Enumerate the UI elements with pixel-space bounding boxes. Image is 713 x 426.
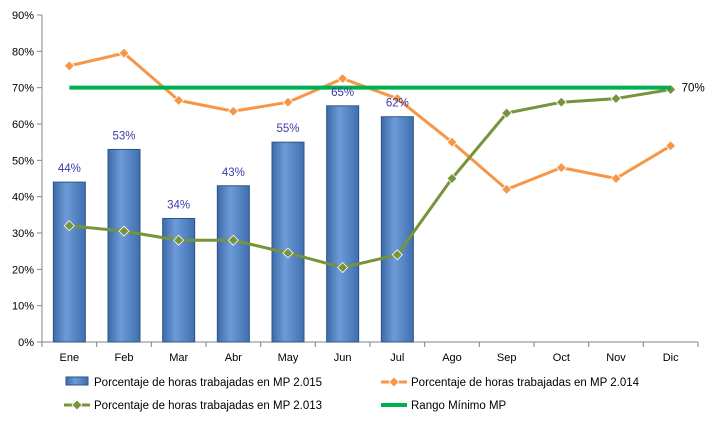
legend-swatch-marker bbox=[71, 399, 83, 411]
diamond-marker bbox=[227, 105, 239, 117]
line-end-label: 70% bbox=[682, 83, 705, 95]
diamond-marker bbox=[446, 172, 458, 185]
diamond-marker bbox=[610, 172, 622, 185]
diamond-marker bbox=[446, 136, 458, 148]
bar-data-label: 62% bbox=[386, 98, 409, 110]
bar bbox=[326, 105, 360, 343]
x-tick-label: Ene bbox=[60, 352, 80, 364]
y-tick-label: 60% bbox=[12, 119, 34, 131]
y-tick-label: 90% bbox=[12, 10, 34, 22]
bar-data-label: 44% bbox=[58, 163, 81, 175]
legend-label: Porcentaje de horas trabajadas en MP 2.0… bbox=[411, 377, 640, 389]
diamond-marker bbox=[501, 183, 513, 195]
x-tick-label: Jul bbox=[390, 352, 404, 364]
x-tick-label: Dic bbox=[663, 352, 679, 364]
bar bbox=[380, 116, 414, 343]
diamond-marker bbox=[501, 107, 513, 119]
y-tick-label: 40% bbox=[12, 192, 34, 204]
x-tick-label: Oct bbox=[553, 352, 570, 364]
legend-label: Porcentaje de horas trabajadas en MP 2.0… bbox=[94, 400, 322, 412]
legend: Porcentaje de horas trabajadas en MP 2.0… bbox=[64, 376, 640, 412]
diamond-marker bbox=[118, 225, 130, 237]
x-tick-label: Mar bbox=[169, 352, 188, 364]
y-tick-label: 30% bbox=[12, 228, 34, 240]
bar-data-label: 55% bbox=[276, 123, 299, 135]
y-tick-label: 0% bbox=[18, 337, 34, 349]
axes: 0% 10% 20% 30% 40% 50% 60% 70% 80% 90% Ene Feb Mar Ab… bbox=[12, 10, 699, 364]
diamond-marker bbox=[63, 220, 75, 232]
diamond-marker bbox=[391, 93, 403, 105]
diamond-marker bbox=[391, 249, 403, 261]
legend-swatch-marker bbox=[388, 376, 400, 388]
diamond-marker bbox=[610, 93, 622, 105]
x-tick-label: Jun bbox=[334, 352, 352, 364]
x-tick-label: Feb bbox=[115, 352, 134, 364]
x-tick-label: Abr bbox=[225, 352, 242, 364]
diamond-marker bbox=[227, 234, 239, 246]
y-tick-label: 70% bbox=[12, 83, 34, 95]
y-tick-label: 50% bbox=[12, 155, 34, 167]
bar bbox=[216, 185, 250, 343]
line-series bbox=[63, 47, 677, 274]
diamond-marker bbox=[282, 96, 294, 108]
legend-swatch-bar bbox=[65, 376, 89, 386]
bar-data-label: 53% bbox=[112, 130, 135, 142]
x-tick-label: Sep bbox=[497, 352, 517, 364]
diamond-marker bbox=[665, 140, 677, 152]
x-tick-label: Nov bbox=[606, 352, 626, 364]
x-tick-label: May bbox=[278, 352, 299, 364]
series-line bbox=[69, 88, 671, 270]
diamond-marker bbox=[282, 247, 294, 259]
y-tick-label: 20% bbox=[12, 264, 34, 276]
legend-label: Rango Mínimo MP bbox=[411, 400, 507, 412]
bar-series bbox=[52, 105, 414, 343]
bar bbox=[271, 141, 305, 343]
bar-data-label: 65% bbox=[331, 87, 354, 99]
diamond-marker bbox=[337, 261, 349, 274]
diamond-marker bbox=[63, 60, 75, 72]
diamond-marker bbox=[555, 162, 567, 174]
bar bbox=[107, 148, 141, 343]
x-tick-label: Ago bbox=[442, 352, 462, 364]
diamond-marker bbox=[173, 234, 185, 246]
bar bbox=[52, 181, 86, 343]
diamond-marker bbox=[337, 73, 349, 85]
diamond-marker bbox=[118, 47, 130, 59]
y-tick-label: 80% bbox=[12, 46, 34, 58]
diamond-marker bbox=[173, 94, 185, 106]
diamond-marker bbox=[555, 96, 567, 108]
y-tick-label: 10% bbox=[12, 301, 34, 313]
legend-label: Porcentaje de horas trabajadas en MP 2.0… bbox=[94, 377, 322, 389]
series-line bbox=[68, 51, 672, 191]
bar-data-label: 43% bbox=[222, 167, 245, 179]
bar-data-label: 34% bbox=[167, 199, 190, 211]
data-labels: 44% 53% 34% 43% 55% 65% 62% 70% bbox=[58, 83, 705, 212]
